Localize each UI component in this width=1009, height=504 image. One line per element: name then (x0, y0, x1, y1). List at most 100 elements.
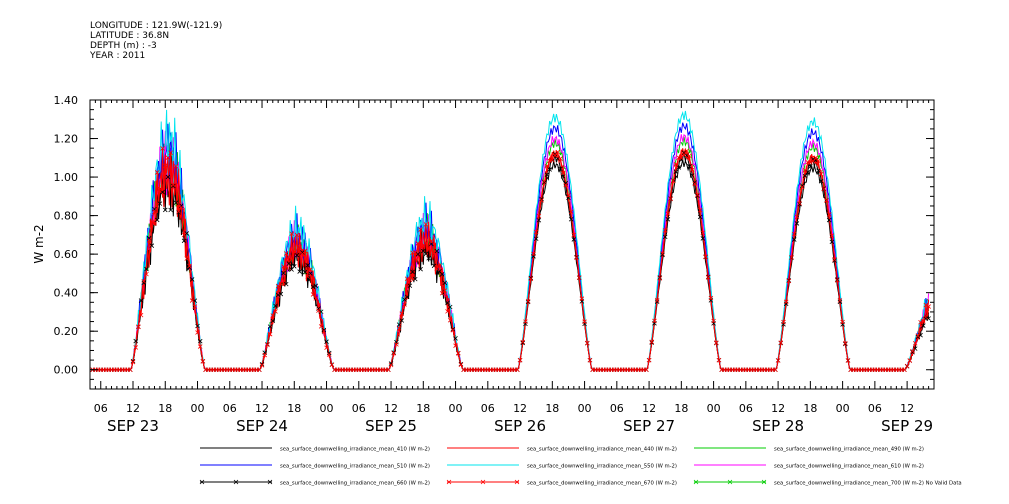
series-marker (800, 184, 805, 190)
series-marker (130, 358, 136, 364)
series-marker (563, 180, 569, 186)
series-marker (673, 169, 679, 174)
series-marker (797, 201, 802, 206)
series-marker (421, 242, 426, 248)
x-day-label: SEP 27 (623, 417, 675, 435)
x-hour-label: 00 (578, 402, 592, 415)
series-marker (262, 352, 267, 358)
x-hour-label: 12 (384, 402, 398, 415)
legend-marker (267, 479, 273, 485)
y-tick-label: 1.20 (54, 133, 79, 146)
series-marker (179, 205, 184, 210)
series-line (92, 122, 930, 371)
series-marker (286, 254, 292, 260)
series-marker (305, 263, 311, 268)
series-marker (692, 181, 698, 187)
series-marker (445, 300, 450, 306)
series-marker (826, 217, 832, 223)
series-marker (181, 232, 187, 238)
series-marker (926, 304, 931, 309)
series-marker (283, 281, 289, 287)
series-marker (294, 232, 300, 238)
series-marker (697, 207, 703, 213)
series-marker (447, 317, 453, 323)
series-marker (439, 272, 445, 277)
y-tick-label: 1.00 (54, 171, 79, 184)
series-marker (300, 250, 305, 255)
x-hour-label: 06 (223, 402, 237, 415)
series-marker (550, 157, 555, 163)
series-marker (571, 237, 577, 242)
series-marker (270, 313, 276, 318)
series-marker (834, 277, 840, 282)
series-marker (324, 339, 329, 344)
series-marker (805, 170, 810, 175)
series-marker (130, 359, 136, 365)
series-marker (703, 254, 708, 259)
series-marker (797, 201, 802, 207)
x-hour-label: 12 (900, 402, 914, 415)
series-marker (283, 251, 289, 256)
series-marker (399, 318, 405, 323)
series-marker (275, 292, 281, 298)
series-marker (450, 327, 456, 333)
series-marker (286, 261, 292, 266)
series-marker (168, 207, 173, 213)
series-line (92, 130, 930, 371)
series-marker (582, 319, 587, 324)
legend-label: sea_surface_downwelling_irradiance_mean_… (527, 464, 677, 470)
legend-marker (199, 479, 205, 485)
series-marker (818, 178, 824, 184)
x-day-label: SEP 23 (107, 417, 159, 435)
series-marker (544, 163, 550, 169)
x-hour-label: 12 (126, 402, 140, 415)
series-marker (442, 280, 448, 286)
series-marker (165, 174, 171, 180)
series-marker (821, 186, 827, 192)
series-marker (302, 248, 308, 254)
series-marker (552, 153, 558, 158)
series-marker (195, 323, 200, 329)
series-marker (415, 252, 421, 257)
series-marker (778, 340, 784, 345)
series-marker (259, 363, 265, 368)
series-marker (840, 319, 845, 325)
x-hour-label: 18 (545, 402, 559, 415)
legend-marker (446, 479, 452, 485)
series-marker (560, 174, 566, 179)
series-marker (399, 311, 405, 316)
series-marker (326, 352, 332, 357)
series-marker (781, 319, 786, 325)
series-line (92, 159, 930, 371)
y-tick-label: 1.40 (54, 94, 79, 107)
series-marker (144, 271, 149, 277)
series-marker (657, 276, 663, 281)
series-marker (141, 278, 147, 284)
series-marker (915, 334, 921, 340)
series-marker (536, 217, 542, 223)
x-day-label: SEP 25 (365, 417, 417, 435)
series-marker (289, 231, 294, 237)
series-marker (520, 339, 526, 345)
series-marker (171, 182, 176, 188)
series-marker (157, 201, 163, 206)
series-marker (128, 367, 133, 373)
series-marker (525, 298, 531, 304)
series-marker (281, 270, 286, 276)
series-marker (826, 212, 832, 217)
series-marker (794, 221, 800, 226)
series-marker (660, 252, 665, 258)
series-marker (313, 296, 319, 301)
series-marker (418, 227, 423, 232)
series-marker (520, 340, 526, 346)
series-marker (318, 309, 324, 315)
series-marker (187, 265, 192, 271)
x-hour-label: 00 (449, 402, 463, 415)
series-marker (447, 304, 453, 310)
series-marker (574, 255, 579, 261)
series-marker (716, 357, 722, 363)
series-marker (437, 263, 442, 268)
year-label: YEAR : 2011 (90, 51, 146, 61)
series-marker (278, 291, 284, 297)
series-marker (523, 319, 528, 324)
